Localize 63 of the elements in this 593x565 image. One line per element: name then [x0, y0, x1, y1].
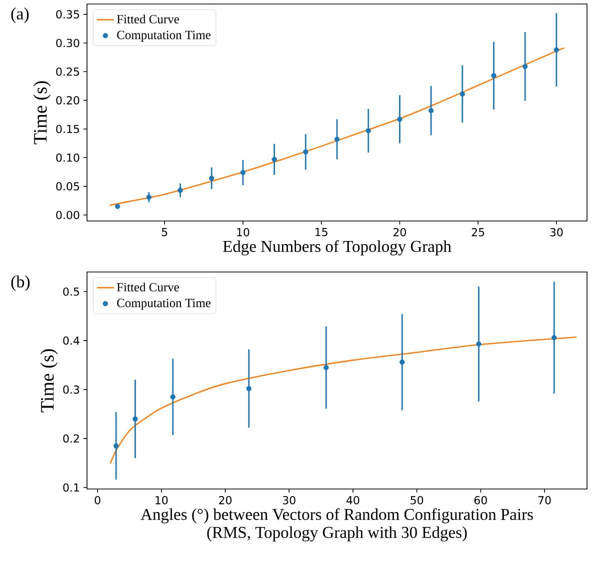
x-tick-label: 10	[237, 228, 250, 236]
x-tick-label: 60	[474, 496, 487, 504]
point	[209, 176, 214, 181]
point	[246, 386, 252, 392]
x-axis-title: Edge Numbers of Topology Graph	[223, 240, 452, 256]
y-tick-label: 0.25	[56, 67, 80, 76]
legend-label: Fitted Curve	[116, 282, 179, 292]
line-series	[109, 47, 565, 206]
legend-label: Fitted Curve	[116, 14, 179, 24]
y-axis-title: Time (s)	[33, 81, 51, 144]
x-tick-label: 40	[346, 496, 360, 504]
point	[491, 73, 496, 78]
point	[272, 156, 277, 162]
point	[178, 188, 183, 193]
point	[132, 416, 138, 422]
x-tick-label: 20	[219, 496, 232, 504]
point	[366, 128, 371, 134]
text: (b)	[11, 276, 30, 291]
x-tick-label: 10	[156, 496, 168, 504]
point	[554, 47, 560, 52]
point	[522, 64, 528, 70]
text: (RMS, Topology Graph with 30 Edges)	[207, 526, 467, 542]
point	[114, 204, 120, 209]
legend-label: Computation Time	[117, 298, 210, 310]
point	[428, 108, 434, 114]
point	[146, 194, 152, 200]
y-tick-label: 0.1	[63, 483, 79, 492]
x-tick-label: 0	[94, 496, 100, 504]
y-tick-label: 0.30	[56, 38, 80, 48]
y-tick-label: 0.35	[56, 10, 80, 18]
y-tick-label: 0.2	[63, 434, 79, 443]
point	[552, 335, 557, 340]
x-tick-label: 20	[394, 228, 406, 236]
x-tick-label: 30	[550, 228, 563, 236]
y-tick-label: 0.10	[56, 153, 80, 162]
legend-label: Computation Time	[117, 30, 210, 42]
point	[324, 364, 329, 370]
x-tick-label: 50	[410, 496, 424, 504]
point	[397, 116, 402, 122]
y-tick-label: 0.15	[56, 124, 80, 134]
x-tick-label: 15	[316, 228, 328, 236]
x-tick-label: 5	[162, 228, 168, 236]
y-tick-label: 0.5	[63, 287, 80, 296]
y-tick-label: 0.4	[63, 336, 80, 345]
y-tick-label: 0.20	[56, 96, 80, 104]
x-tick-label: 70	[538, 496, 551, 504]
y-tick-label: 0.05	[56, 182, 80, 190]
point	[460, 91, 465, 97]
line-series	[110, 336, 578, 464]
point	[334, 136, 340, 142]
point	[400, 360, 405, 365]
x-axis-title: Angles (°) between Vectors of Random Configuration Pairs	[140, 508, 533, 524]
point	[170, 394, 176, 400]
text: (a)	[11, 8, 29, 23]
y-tick-label: 0.00	[56, 210, 80, 220]
point	[476, 341, 482, 347]
y-tick-label: 0.3	[63, 385, 80, 394]
point	[303, 149, 308, 155]
x-tick-label: 30	[282, 496, 296, 504]
y-axis-title: Time (s)	[40, 349, 58, 412]
point	[240, 170, 246, 176]
point	[113, 443, 119, 448]
x-tick-label: 25	[472, 228, 484, 236]
